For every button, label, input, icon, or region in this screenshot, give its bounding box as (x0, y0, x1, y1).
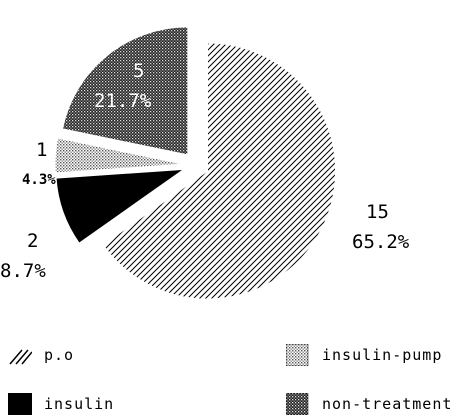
label-insulin-count: 2 (27, 230, 38, 252)
legend-label-po: p.o (44, 346, 75, 364)
legend-item-insulin: insulin (8, 393, 114, 415)
legend-item-non-treatment: non-treatment (286, 393, 452, 415)
legend-label-insulin-pump: insulin-pump (322, 346, 443, 364)
legend-label-insulin: insulin (44, 395, 115, 413)
hatch-swatch-icon (9, 349, 32, 365)
slice-insulin (55, 168, 186, 244)
label-non-treatment-percent: 21.7% (94, 90, 152, 112)
label-po-percent: 65.2% (352, 231, 410, 253)
label-insulin-pump-count: 1 (36, 139, 47, 161)
legend-item-insulin-pump: insulin-pump (286, 344, 442, 366)
slice-non-treatment (61, 26, 189, 156)
light-dots-swatch-icon (286, 344, 309, 366)
solid-swatch-icon (8, 393, 32, 415)
label-insulin-pump-percent: 4.3% (22, 172, 56, 188)
legend-item-po: p.o (8, 344, 74, 366)
slice-po (102, 42, 336, 300)
pie-chart: 15 65.2% 2 8.7% 1 4.3% 5 21.7% (0, 26, 410, 300)
label-non-treatment-count: 5 (133, 60, 144, 82)
dense-dots-swatch-icon (286, 393, 309, 415)
legend-label-non-treatment: non-treatment (322, 395, 453, 413)
label-insulin-percent: 8.7% (0, 260, 46, 282)
slice-insulin-pump (54, 137, 184, 174)
label-po-count: 15 (366, 201, 389, 223)
